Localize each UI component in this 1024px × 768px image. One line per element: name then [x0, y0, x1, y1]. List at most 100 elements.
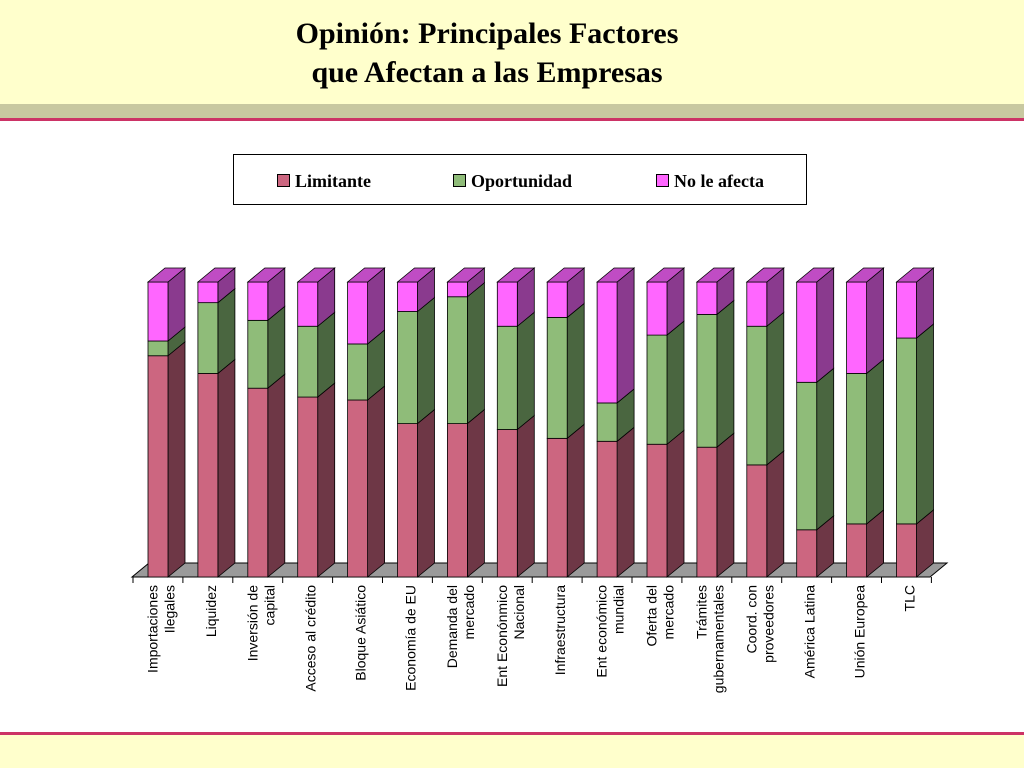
bar-segment-no-le-afecta: [247, 281, 269, 321]
bar-segment-no-le-afecta: [846, 281, 867, 374]
bar-segment-oportunidad: [247, 319, 269, 389]
x-tick-label: Trámitesgubernamentales: [693, 585, 726, 693]
x-tick-label-line: Trámites: [693, 585, 709, 639]
x-tick-label-line: mercado: [461, 585, 477, 640]
x-tick-label: Coord. conproveedores: [743, 585, 776, 663]
legend-item-no-le-afecta: No le afecta: [656, 171, 764, 192]
bar-side-oportunidad: [666, 320, 685, 446]
bar-side-limitante: [317, 382, 336, 578]
bar-top-no-le-afecta: [146, 267, 187, 283]
bar-segment-no-le-afecta: [496, 281, 518, 327]
bar-side-oportunidad: [466, 281, 485, 425]
bar-segment-limitante: [297, 396, 319, 578]
bar-top-no-le-afecta: [695, 267, 736, 283]
footer-band: [0, 735, 1024, 768]
x-tick-label-line: Economía de EU: [403, 585, 419, 691]
bar-top-no-le-afecta: [496, 267, 536, 283]
bar-side-oportunidad: [916, 323, 934, 525]
bar-side-limitante: [616, 426, 635, 578]
bar-segment-no-le-afecta: [347, 281, 369, 345]
x-tick-label-line: Bloque Asiático: [353, 585, 369, 681]
x-tick-label-line: gubernamentales: [710, 585, 726, 693]
legend-swatch-no-le-afecta: [656, 174, 669, 188]
bar-segment-oportunidad: [347, 343, 369, 401]
x-tick-label: Acceso al crédito: [303, 585, 319, 692]
bar-segment-no-le-afecta: [446, 281, 468, 298]
x-tick-label-line: Importaciones: [145, 585, 161, 673]
bar-segment-no-le-afecta: [896, 281, 917, 339]
bar-segment-no-le-afecta: [796, 281, 818, 383]
bar-segment-limitante: [397, 423, 418, 578]
bar-segment-oportunidad: [846, 373, 867, 525]
x-tick-label: Infraestructura: [552, 585, 568, 675]
header-band: [0, 0, 1024, 104]
page-title-line-1: Opinión: Principales Factores: [295, 17, 679, 50]
legend-label-limitante: Limitante: [295, 171, 371, 191]
bar-segment-limitante: [347, 399, 369, 578]
x-tick-label: TLC: [902, 585, 918, 611]
bar-segment-no-le-afecta: [696, 281, 718, 315]
bar-segment-no-le-afecta: [397, 281, 418, 312]
bar-segment-limitante: [596, 440, 618, 578]
bar-side-limitante: [367, 385, 386, 578]
bar-side-no-le-afecta: [866, 267, 884, 375]
x-tick-label-line: Coord. con: [743, 585, 759, 653]
bar-top-no-le-afecta: [745, 267, 785, 283]
bar-side-limitante: [466, 408, 485, 578]
header-divider: [0, 118, 1024, 121]
bar-top-no-le-afecta: [795, 267, 835, 283]
x-tick-label-line: Nacional: [511, 585, 527, 639]
bar-segment-oportunidad: [596, 402, 618, 442]
x-tick-label: Oferta delmercado: [644, 585, 677, 647]
bar-top-no-le-afecta: [645, 267, 686, 283]
bar-top-no-le-afecta: [396, 267, 436, 283]
bar-segment-no-le-afecta: [596, 281, 618, 404]
x-tick-label-line: mundial: [611, 585, 627, 634]
bar-side-limitante: [217, 358, 236, 578]
bar-segment-no-le-afecta: [297, 281, 319, 327]
x-tick-label-line: Liquidez: [203, 585, 219, 637]
bar-segment-no-le-afecta: [147, 281, 169, 342]
bar-side-no-le-afecta: [616, 267, 635, 404]
bar-segment-limitante: [846, 523, 867, 578]
x-tick-label: Ent EconónmicoNacional: [494, 585, 527, 687]
bar-side-oportunidad: [417, 296, 435, 425]
bar-top-no-le-afecta: [446, 267, 486, 283]
bar-side-limitante: [666, 429, 685, 578]
bar-segment-oportunidad: [746, 325, 768, 466]
bar-side-limitante: [417, 408, 435, 578]
x-tick-label: Bloque Asiático: [353, 585, 369, 681]
bar-side-oportunidad: [516, 311, 535, 431]
bar-side-oportunidad: [716, 299, 735, 449]
bar-top-no-le-afecta: [895, 267, 935, 283]
x-tick-label-line: Infraestructura: [552, 585, 568, 675]
bar-segment-limitante: [696, 446, 718, 578]
x-tick-label-line: proveedores: [760, 585, 776, 663]
x-tick-label: Inversión decapital: [244, 585, 277, 661]
bar-segment-oportunidad: [446, 296, 468, 424]
x-tick-label-line: capital: [261, 585, 277, 625]
bar-top-no-le-afecta: [296, 267, 336, 283]
x-tick-label-line: TLC: [902, 585, 918, 611]
legend-swatch-oportunidad: [453, 174, 466, 188]
bar-top-no-le-afecta: [246, 267, 286, 283]
bar-top-no-le-afecta: [546, 267, 586, 283]
bar-side-oportunidad: [866, 358, 884, 525]
bar-segment-oportunidad: [397, 311, 418, 424]
x-tick-label-line: mercado: [661, 585, 677, 640]
bar-segment-limitante: [896, 523, 917, 578]
legend-item-limitante: Limitante: [277, 171, 371, 192]
legend-item-oportunidad: Oportunidad: [453, 171, 572, 192]
bar-side-limitante: [766, 450, 785, 578]
bar-segment-limitante: [496, 429, 518, 578]
bar-side-limitante: [267, 373, 286, 578]
bar-segment-oportunidad: [646, 334, 668, 445]
bar-segment-oportunidad: [546, 316, 568, 439]
bar-segment-no-le-afecta: [746, 281, 768, 327]
x-tick-label: Ent económicomundial: [594, 585, 627, 678]
bar-segment-limitante: [796, 529, 818, 578]
header-stripe: [0, 104, 1024, 118]
x-tick-label-line: América Latina: [802, 585, 818, 679]
bar-segment-no-le-afecta: [197, 281, 219, 304]
